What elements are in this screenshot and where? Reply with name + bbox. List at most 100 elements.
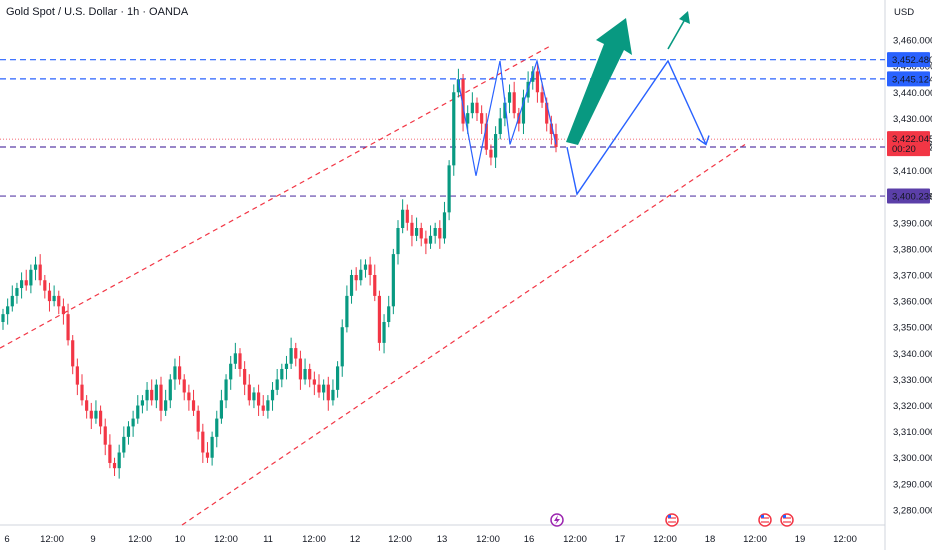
candle-body xyxy=(270,389,275,401)
candle-body xyxy=(456,79,461,93)
us-flag-event-icon xyxy=(780,513,794,527)
x-tick-label: 12:00 xyxy=(40,534,64,545)
x-tick-label: 12:00 xyxy=(388,534,412,545)
candle-body xyxy=(177,366,182,380)
level-price-tag xyxy=(887,188,930,204)
candle-body xyxy=(493,134,498,158)
candle-body xyxy=(322,384,326,393)
lightning-glyph xyxy=(554,515,560,525)
x-tick-label: 13 xyxy=(437,534,448,545)
currency-label: USD xyxy=(894,7,914,18)
candle-body xyxy=(275,379,279,390)
candle-body xyxy=(280,368,284,380)
candle-body xyxy=(396,228,400,255)
x-tick-label: 18 xyxy=(705,534,716,545)
plot-area xyxy=(0,0,885,525)
x-tick-label: 12:00 xyxy=(302,534,326,545)
candle-body xyxy=(15,288,19,296)
candle-body xyxy=(1,314,5,322)
candle-body xyxy=(535,71,540,93)
candle-body xyxy=(377,295,382,343)
y-tick-label: 3,280.000 xyxy=(893,505,932,516)
candle-body xyxy=(345,295,349,328)
y-tick-label: 3,380.000 xyxy=(893,244,932,255)
candle-body xyxy=(98,410,103,427)
candle-body xyxy=(266,400,270,411)
bullish-arrow-small-head xyxy=(679,11,690,24)
candle-body xyxy=(122,436,126,453)
candle-body xyxy=(554,134,558,148)
y-tick-label: 3,350.000 xyxy=(893,323,932,334)
projection-path xyxy=(566,59,707,196)
chart-title: Gold Spot / U.S. Dollar · 1h · OANDA xyxy=(6,6,189,18)
candle-body xyxy=(312,379,316,385)
candle-body xyxy=(382,321,386,343)
level-price-text: 3,452.480 xyxy=(892,55,932,66)
candle-body xyxy=(94,410,98,419)
countdown-text: 00:20 xyxy=(892,144,916,155)
us-flag-event-icon xyxy=(665,513,679,527)
candle-body xyxy=(224,379,228,401)
level-price-tag xyxy=(887,52,930,68)
flag-canton xyxy=(668,515,671,518)
y-tick-label: 3,360.000 xyxy=(893,297,932,308)
candle-body xyxy=(480,113,484,124)
candle-body xyxy=(447,165,451,213)
candle-body xyxy=(150,389,154,401)
candle-body xyxy=(112,462,117,469)
candle-body xyxy=(512,92,516,114)
candle-body xyxy=(71,340,75,367)
candle-body xyxy=(484,123,488,150)
candle-body xyxy=(145,389,149,401)
candle-body xyxy=(419,228,423,239)
candle-body xyxy=(475,102,479,114)
x-tick-label: 12:00 xyxy=(743,534,767,545)
x-tick-label: 12:00 xyxy=(214,534,238,545)
candle-body xyxy=(210,436,214,458)
candle-body xyxy=(61,306,66,315)
projection-arrowhead xyxy=(696,135,710,146)
candle-body xyxy=(229,363,233,380)
candle-body xyxy=(243,368,247,385)
candle-body xyxy=(331,389,335,401)
candle-body xyxy=(215,418,219,437)
y-tick-label: 3,340.000 xyxy=(893,349,932,360)
candle-body xyxy=(452,92,456,166)
candle-body xyxy=(284,363,289,369)
candle-body xyxy=(461,79,465,124)
x-tick-label: 12:00 xyxy=(833,534,857,545)
candle-body xyxy=(498,118,502,135)
candle-body xyxy=(196,410,200,432)
candle-body xyxy=(442,212,447,239)
candle-body xyxy=(410,222,414,236)
candle-body xyxy=(438,228,442,239)
candle-body xyxy=(173,366,177,380)
candle-body xyxy=(52,295,56,302)
level-price-text: 3,445.124 xyxy=(892,74,932,85)
candle-body xyxy=(317,384,321,393)
candle-body xyxy=(335,366,340,390)
candle-body xyxy=(256,392,261,406)
candle-body xyxy=(219,400,224,419)
candle-body xyxy=(140,400,145,406)
y-tick-label: 3,370.000 xyxy=(893,271,932,282)
candle-body xyxy=(433,228,437,236)
y-tick-label: 3,290.000 xyxy=(893,479,932,490)
y-tick-label: 3,300.000 xyxy=(893,453,932,464)
candle-body xyxy=(108,444,112,463)
candle-body xyxy=(405,209,409,223)
candle-body xyxy=(29,269,33,286)
current-price-tag xyxy=(887,131,930,157)
candle-body xyxy=(428,235,433,244)
x-tick-label: 12:00 xyxy=(563,534,587,545)
candle-body xyxy=(201,431,205,453)
x-tick-label: 12 xyxy=(350,534,361,545)
candle-body xyxy=(205,452,210,458)
candle-body xyxy=(503,102,507,119)
candle-body xyxy=(363,264,368,270)
candle-body xyxy=(326,384,330,401)
candle-body xyxy=(414,228,419,236)
candle-body xyxy=(89,410,93,419)
